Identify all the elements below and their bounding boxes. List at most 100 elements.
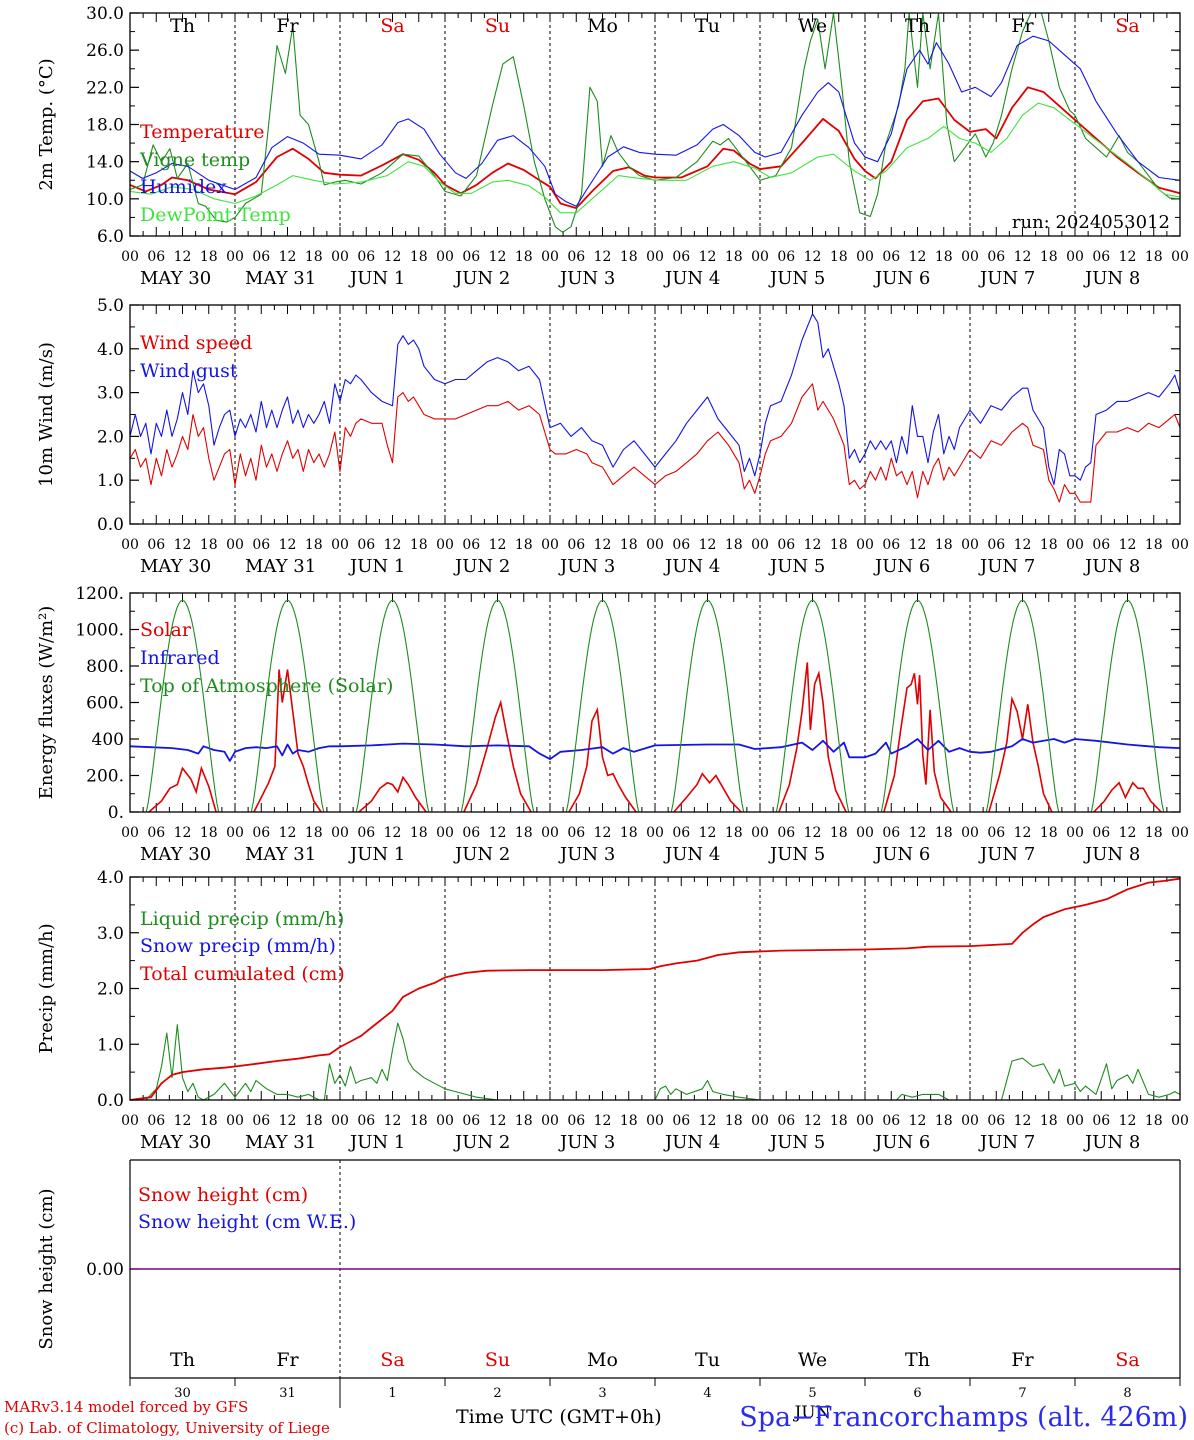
date-label: MAY 30 <box>140 556 211 577</box>
hour-tick-label: 06 <box>357 1113 375 1129</box>
hour-tick-label: 18 <box>1145 249 1163 265</box>
hour-tick-label: 12 <box>489 825 507 841</box>
date-label: JUN 7 <box>978 556 1035 577</box>
date-label: JUN 2 <box>453 556 510 577</box>
hour-tick-label: 00 <box>1171 1113 1189 1129</box>
hour-tick-label: 18 <box>1040 1113 1058 1129</box>
date-label: MAY 30 <box>140 844 211 865</box>
day-number-label: 1 <box>388 1386 396 1401</box>
hour-tick-label: 18 <box>1040 537 1058 553</box>
day-of-week-label: Fr <box>1011 15 1034 37</box>
hour-tick-label: 12 <box>1014 825 1032 841</box>
day-of-week-label: Tu <box>695 1349 720 1371</box>
y-tick-label: 0.0 <box>97 515 124 535</box>
day-number-label: 8 <box>1123 1386 1131 1401</box>
y-tick-label: 2.0 <box>97 427 124 447</box>
hour-tick-label: 12 <box>909 249 927 265</box>
day-of-week-label: Sa <box>380 15 404 37</box>
plot-frame <box>129 592 1181 813</box>
day-of-week-label: Th <box>170 1349 195 1371</box>
day-number-label: 4 <box>703 1386 711 1401</box>
month-label: JUN <box>792 1403 830 1423</box>
hour-tick-label: 00 <box>331 249 349 265</box>
hour-tick-label: 12 <box>174 1113 192 1129</box>
hour-tick-label: 18 <box>410 537 428 553</box>
series-line <box>355 599 430 813</box>
y-tick-label: 4.0 <box>97 340 124 360</box>
hour-tick-label: 00 <box>226 249 244 265</box>
hour-tick-label: 00 <box>751 537 769 553</box>
y-tick-label: 5.0 <box>97 296 124 316</box>
hour-tick-label: 06 <box>1092 537 1110 553</box>
day-of-week-label: We <box>798 15 827 37</box>
day-of-week-label: Fr <box>276 15 299 37</box>
date-label: JUN 7 <box>978 1132 1035 1153</box>
date-label: JUN 7 <box>978 844 1035 865</box>
hour-tick-label: 00 <box>436 1113 454 1129</box>
date-label: JUN 5 <box>768 844 825 865</box>
hour-tick-label: 06 <box>777 1113 795 1129</box>
hour-tick-label: 06 <box>462 249 480 265</box>
y-axis-label: 2m Temp. (°C) <box>36 58 57 190</box>
y-tick-label: 400 <box>92 730 124 750</box>
date-label: JUN 4 <box>663 844 720 865</box>
series-line <box>463 699 532 813</box>
plot-frame <box>129 304 1181 525</box>
y-tick-label: 0.00 <box>86 1260 124 1280</box>
date-label: JUN 3 <box>558 844 615 865</box>
hour-tick-label: 00 <box>226 825 244 841</box>
hour-tick-label: 18 <box>305 1113 323 1129</box>
day-of-week-label: Sa <box>1115 1349 1139 1371</box>
hour-tick-label: 00 <box>331 537 349 553</box>
y-tick-label: 0.0 <box>97 1091 124 1111</box>
date-label: JUN 7 <box>978 268 1035 289</box>
series-line <box>358 775 427 813</box>
hour-tick-label: 12 <box>594 249 612 265</box>
hour-tick-label: 00 <box>331 1113 349 1129</box>
hour-tick-label: 12 <box>279 537 297 553</box>
hour-tick-label: 18 <box>200 249 218 265</box>
y-tick-label: 600. <box>86 694 124 714</box>
day-of-week-label: Sa <box>1115 15 1139 37</box>
hour-tick-label: 06 <box>462 1113 480 1129</box>
day-of-week-label: Mo <box>587 1349 618 1371</box>
hour-tick-label: 00 <box>436 537 454 553</box>
hour-tick-label: 06 <box>462 537 480 553</box>
hour-tick-label: 18 <box>1040 249 1058 265</box>
legend-entry: Snow precip (mm/h) <box>140 935 336 957</box>
hour-tick-label: 12 <box>594 1113 612 1129</box>
y-tick-label: 200. <box>86 767 124 787</box>
date-label: MAY 31 <box>245 556 316 577</box>
plot-frame <box>129 876 1181 1101</box>
hour-tick-label: 12 <box>594 537 612 553</box>
hour-tick-label: 12 <box>1119 537 1137 553</box>
series-line <box>775 599 850 813</box>
series-line <box>129 12 1181 233</box>
hour-tick-label: 18 <box>1040 825 1058 841</box>
hour-tick-label: 00 <box>856 249 874 265</box>
y-tick-label: 2.0 <box>97 980 124 1000</box>
wind-panel: 0.0 1.0 2.0 3.0 4.0 5.0 10m Wind (m/s) 00 06 12 18… <box>36 296 1189 577</box>
hour-tick-label: 18 <box>725 825 743 841</box>
hour-tick-label: 12 <box>279 249 297 265</box>
hour-tick-label: 18 <box>515 249 533 265</box>
date-label: JUN 1 <box>348 268 405 289</box>
hour-tick-label: 18 <box>410 825 428 841</box>
hour-tick-label: 12 <box>1014 249 1032 265</box>
date-label: MAY 31 <box>245 268 316 289</box>
legend-entry: Temperature <box>140 121 264 143</box>
date-label: JUN 6 <box>873 844 930 865</box>
series-line <box>778 662 847 813</box>
hour-tick-label: 00 <box>1066 249 1084 265</box>
series-line <box>129 35 1181 207</box>
hour-tick-label: 06 <box>357 825 375 841</box>
hour-tick-label: 06 <box>987 537 1005 553</box>
date-label: JUN 8 <box>1083 556 1140 577</box>
y-tick-label: 800. <box>86 657 124 677</box>
y-axis-label: Snow height (cm) <box>36 1188 57 1349</box>
hour-tick-label: 06 <box>252 249 270 265</box>
y-tick-label: 1200. <box>75 584 124 604</box>
hour-tick-label: 00 <box>541 825 559 841</box>
hour-tick-label: 18 <box>200 825 218 841</box>
